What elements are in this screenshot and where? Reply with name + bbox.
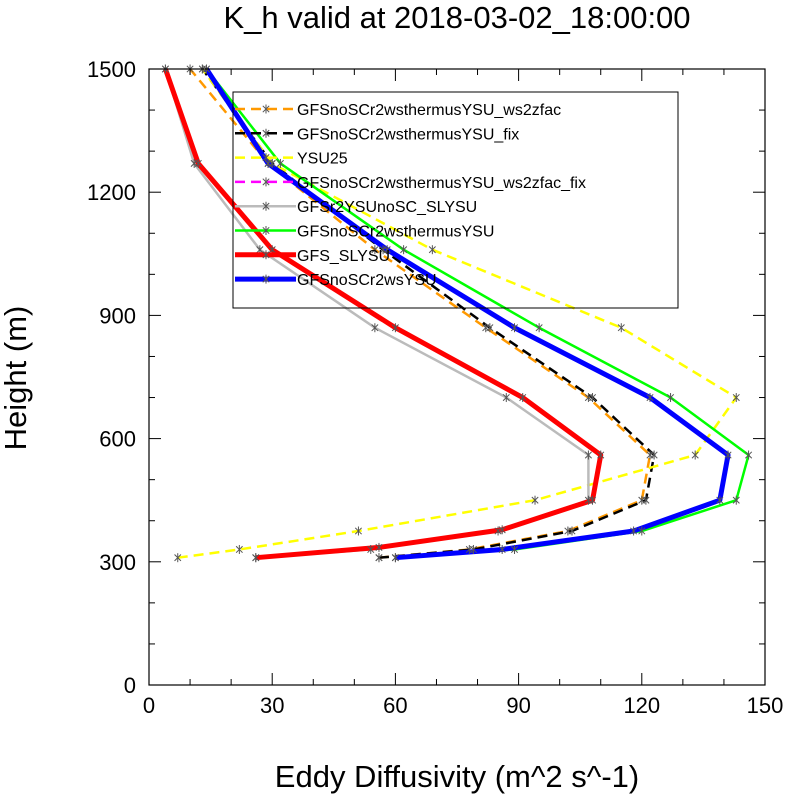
data-point-1: [469, 544, 477, 554]
data-point-5: [535, 323, 543, 333]
legend-label-2: YSU25: [297, 151, 348, 168]
legend-marker-3: [262, 177, 270, 187]
y-tick-label: 300: [99, 550, 136, 575]
data-point-1: [568, 526, 576, 536]
data-point-1: [486, 323, 494, 333]
data-point-2: [428, 245, 436, 255]
data-point-5: [276, 158, 284, 168]
data-point-2: [235, 544, 243, 554]
y-tick-label: 600: [99, 427, 136, 452]
legend: GFSnoSCr2wsthermusYSU_ws2zfac GFSnoSCr2ws…: [232, 91, 679, 309]
data-point-5: [666, 393, 675, 403]
data-point-4: [367, 544, 375, 554]
legend-label-0: GFSnoSCr2wsthermusYSU_ws2zfac: [297, 102, 561, 119]
legend-box: [232, 91, 679, 309]
data-point-2: [732, 393, 740, 403]
data-point-5: [732, 495, 740, 505]
x-tick-label: 30: [260, 693, 284, 718]
data-point-0: [371, 245, 379, 255]
data-point-5: [638, 526, 646, 536]
series-line-0: [189, 68, 652, 559]
series-line-2: [177, 68, 738, 559]
data-point-2: [691, 450, 699, 460]
data-point-6: [519, 393, 527, 403]
legend-marker-1: [262, 128, 270, 138]
data-point-7: [391, 553, 399, 563]
data-point-2: [174, 553, 182, 563]
data-point-6: [252, 553, 260, 563]
series-line-1: [201, 68, 656, 559]
plot-frame: [148, 68, 766, 686]
data-point-1: [588, 393, 597, 403]
data-point-1: [642, 495, 650, 505]
legend-label-1: GFSnoSCr2wsthermusYSU_fix: [297, 126, 519, 143]
x-tick-label: 90: [506, 693, 530, 718]
data-point-1: [650, 450, 658, 460]
data-point-6: [375, 542, 383, 552]
data-point-7: [646, 393, 654, 403]
x-axis-label: Eddy Diffusivity (m^2 s^-1): [275, 759, 639, 794]
data-point-6: [391, 323, 399, 333]
chart-title: K_h valid at 2018-03-02_18:00:00: [223, 0, 690, 35]
y-axis-label: Height (m): [0, 306, 33, 451]
data-point-5: [745, 450, 753, 460]
x-tick-label: 120: [623, 693, 660, 718]
data-point-7: [498, 544, 506, 554]
data-point-6: [498, 525, 506, 535]
legend-label-4: GFSr2YSUnoSC_SLYSU: [297, 199, 477, 216]
data-point-4: [502, 393, 510, 403]
data-point-7: [510, 323, 519, 333]
x-tick-label: 60: [383, 693, 407, 718]
data-point-6: [588, 495, 597, 505]
data-point-2: [617, 323, 625, 333]
legend-marker-5: [262, 226, 270, 235]
legend-label-3: GFSnoSCr2wsthermusYSU_ws2zfac_fix: [297, 175, 586, 192]
x-tick-label: 150: [747, 693, 784, 718]
y-tick-label: 1500: [87, 57, 136, 82]
data-point-1: [375, 553, 383, 563]
data-point-4: [371, 323, 379, 333]
legend-marker-2: [262, 153, 270, 163]
legend-label-7: GFSnoSCr2wsYSU: [297, 272, 437, 289]
legend-label-5: GFSnoSCr2wsthermusYSU: [297, 224, 494, 241]
legend-marker-7: [262, 274, 270, 284]
series-line-7: [204, 67, 731, 561]
y-tick-label: 0: [124, 673, 136, 698]
data-point-7: [724, 450, 732, 460]
data-point-4: [584, 450, 592, 460]
legend-marker-6: [262, 250, 270, 260]
data-point-5: [400, 245, 408, 255]
legend-label-6: GFS_SLYSU: [297, 248, 390, 265]
legend-marker-4: [262, 201, 270, 211]
y-tick-label: 1200: [87, 180, 136, 205]
x-tick-label: 0: [143, 693, 155, 718]
data-point-7: [383, 245, 391, 255]
data-point-7: [716, 495, 724, 505]
legend-marker-0: [262, 104, 270, 114]
data-point-6: [597, 450, 605, 460]
y-tick-label: 900: [99, 303, 136, 328]
data-point-2: [531, 495, 539, 505]
data-point-2: [354, 526, 362, 536]
data-point-6: [194, 158, 202, 168]
data-point-4: [494, 526, 502, 536]
data-point-7: [630, 526, 638, 536]
data-point-5: [510, 544, 519, 554]
